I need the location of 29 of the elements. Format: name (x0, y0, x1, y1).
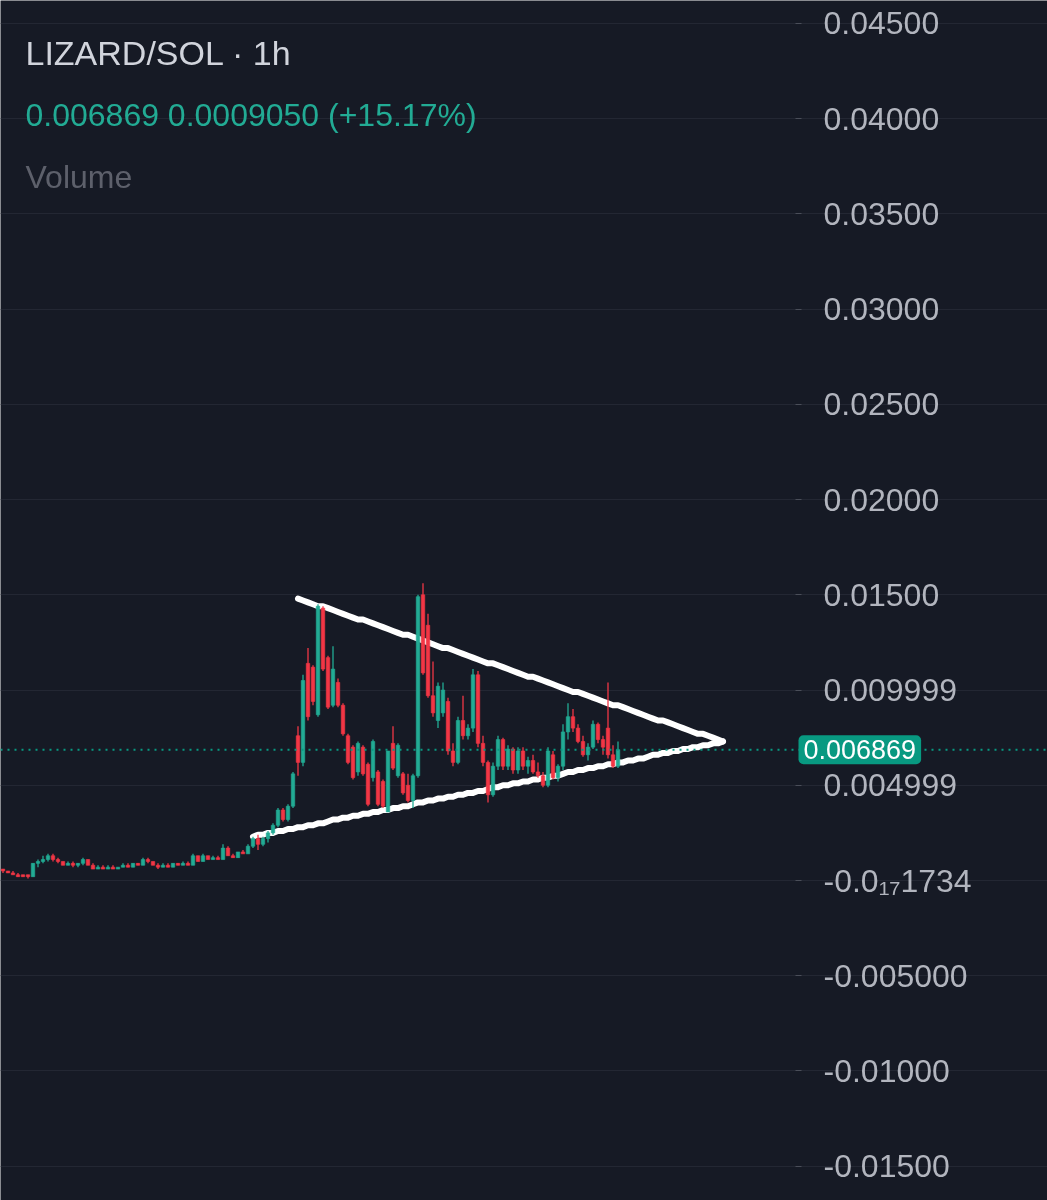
y-tick-label: 0.02000 (823, 481, 940, 518)
candlestick (550, 750, 556, 781)
y-tick-label: -0.01500 (823, 1148, 950, 1185)
y-tick-label: 0.009999 (823, 672, 957, 709)
annotation: Volume (25, 158, 133, 195)
ref-line-label: 0.006869 (803, 735, 917, 766)
y-tick-label: 0.004999 (823, 767, 957, 804)
candlestick (405, 773, 411, 804)
candlestick (530, 754, 536, 775)
y-tick-label: 0.01500 (823, 576, 940, 613)
y-tick-label: -0.005000 (823, 957, 968, 994)
y-tick-label: 0.04000 (823, 100, 940, 137)
candlestick (505, 744, 511, 771)
candlestick (525, 756, 531, 775)
text: LIZARD/SOL · 1h (25, 33, 291, 72)
candlestick (510, 746, 516, 775)
text: 0.006869 0.0009050 (+15.17%) (25, 96, 477, 133)
y-tick-label: -0.01000 (823, 1052, 950, 1089)
candlestick (460, 695, 466, 741)
y-tick-label: 0.02500 (823, 386, 940, 423)
y-tick-label: -0.0₁₇1734 (823, 862, 972, 899)
candlestick (440, 681, 446, 718)
candlestick (520, 746, 526, 771)
y-tick-label: 0.04500 (823, 5, 940, 42)
candlestick (515, 746, 521, 775)
candlestick (615, 740, 621, 769)
candlestick (595, 721, 601, 745)
y-tick-label: 0.03000 (823, 291, 940, 328)
y-tick-label: 0.03500 (823, 195, 940, 232)
